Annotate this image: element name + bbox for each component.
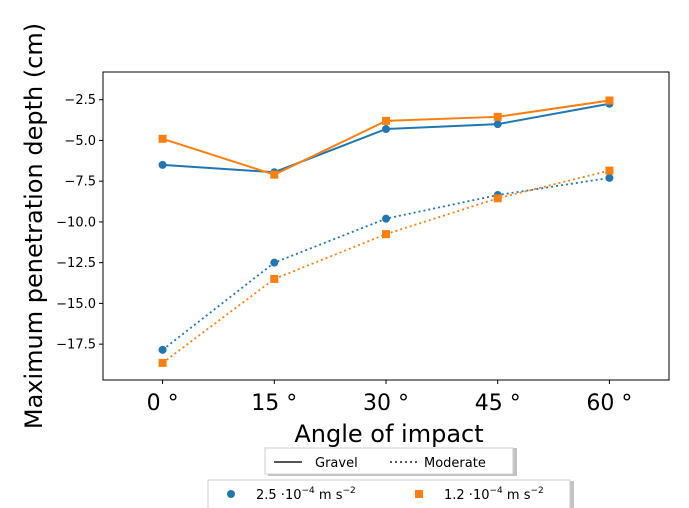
x-axis-title: Angle of impact [294,420,483,448]
legend-label: Gravel [315,456,358,471]
data-point [605,166,614,175]
y-tick-label: −7.5 [64,175,96,190]
legend-label: 1.2 ·10−4 m s−2 [444,486,544,503]
y-tick-label: −5.0 [64,134,96,149]
legend-label: Moderate [424,456,486,471]
x-tick-label: 15 ° [251,391,297,416]
legend-label-part: −4 [489,486,503,496]
x-tick-label: 0 ° [147,391,179,416]
data-point [158,345,167,354]
legend-label-part: −2 [530,486,543,496]
y-tick-label: −12.5 [56,256,96,271]
y-tick-label: −2.5 [64,93,96,108]
legend-label-part: m s [503,488,531,503]
x-tick-label: 30 ° [363,391,409,416]
data-point [270,274,279,283]
data-point [158,160,167,169]
y-tick-label: −10.0 [56,215,96,230]
series-layer [158,96,614,367]
data-point [605,96,614,105]
legend-label: 2.5 ·10−4 m s−2 [256,486,356,503]
data-point [270,170,279,179]
data-point [158,358,167,367]
y-tick-label: −17.5 [56,338,96,353]
y-tick-label: −15.0 [56,297,96,312]
data-point [605,173,614,182]
data-point [382,125,390,134]
legend-box [207,479,571,508]
data-point [158,134,167,143]
legend-label-part: 2.5 ·10 [256,488,301,503]
x-axis-ticks: 0 ° 15 ° 30 ° 45 ° 60 ° [147,380,632,416]
legend-marker [227,490,235,498]
legend-marker [415,490,423,498]
data-point [382,230,390,239]
legend-label-part: −4 [301,486,315,496]
x-tick-label: 60 ° [586,391,632,416]
legend-label-part: 1.2 ·10 [444,488,489,503]
legend-label-part: −2 [342,486,355,496]
y-axis-ticks: −2.5 −5.0 −7.5 −10.0 −12.5 −15.0 −17.5 [56,93,103,353]
legend-label-part: m s [315,488,343,503]
data-point [270,258,279,267]
y-axis-title: Maximum penetration depth (cm) [20,23,48,429]
legend-box [264,447,514,475]
data-point [493,120,502,129]
data-point [382,116,390,125]
data-point [382,214,390,223]
x-tick-label: 45 ° [475,391,521,416]
legend-acceleration: 2.5 ·10−4 m s−2 1.2 ·10−4 m s−2 [207,479,574,508]
legend-soil-type: Gravel Moderate [264,447,517,476]
data-point [493,112,502,121]
data-point [493,194,502,203]
